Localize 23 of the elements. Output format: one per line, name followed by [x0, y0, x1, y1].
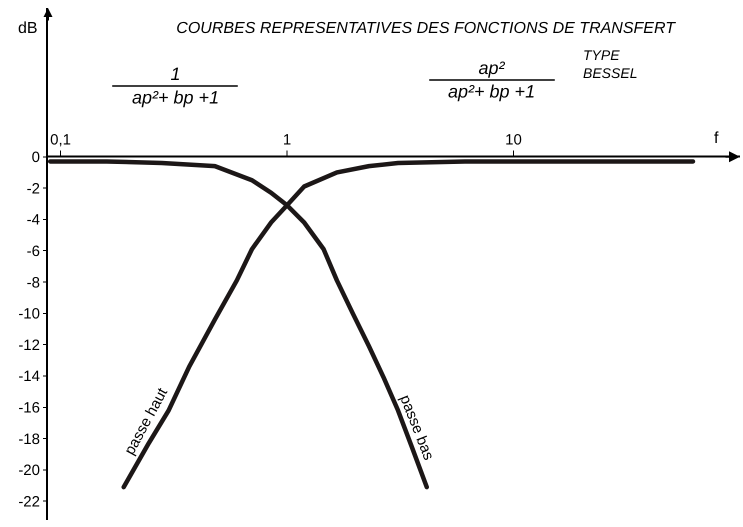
- y-tick-label: -10: [18, 306, 40, 323]
- y-tick-label: -20: [18, 462, 40, 480]
- x-tick-label: 10: [505, 132, 522, 149]
- x-tick-label: 0,1: [50, 132, 71, 149]
- text: TYPE BESSEL: [583, 47, 638, 82]
- x-axis-title: f: [714, 130, 719, 147]
- y-axis-title: dB: [18, 20, 38, 37]
- x-tick-label: 1: [282, 132, 292, 149]
- text: COURBES REPRESENTATIVES DES FONCTIONS DE TRANSFERT: [176, 20, 676, 38]
- text: passe bas: [396, 392, 438, 463]
- y-tick-label: -16: [18, 400, 40, 417]
- y-tick-label: -8: [26, 274, 40, 292]
- y-tick-label: 0: [32, 149, 40, 166]
- text: passe haut: [121, 384, 172, 458]
- y-tick-label: -2: [26, 180, 40, 198]
- y-tick-label: -6: [26, 242, 40, 260]
- y-tick-label: -14: [18, 368, 40, 386]
- y-tick-label: -4: [26, 212, 40, 229]
- annotation: 1 ap²+ bp +1: [132, 64, 220, 108]
- y-tick-label: -22: [18, 493, 40, 510]
- annotation: ap² ap²+ bp +1: [448, 58, 536, 102]
- y-tick-label: -18: [18, 430, 40, 448]
- y-tick-label: -12: [18, 336, 40, 354]
